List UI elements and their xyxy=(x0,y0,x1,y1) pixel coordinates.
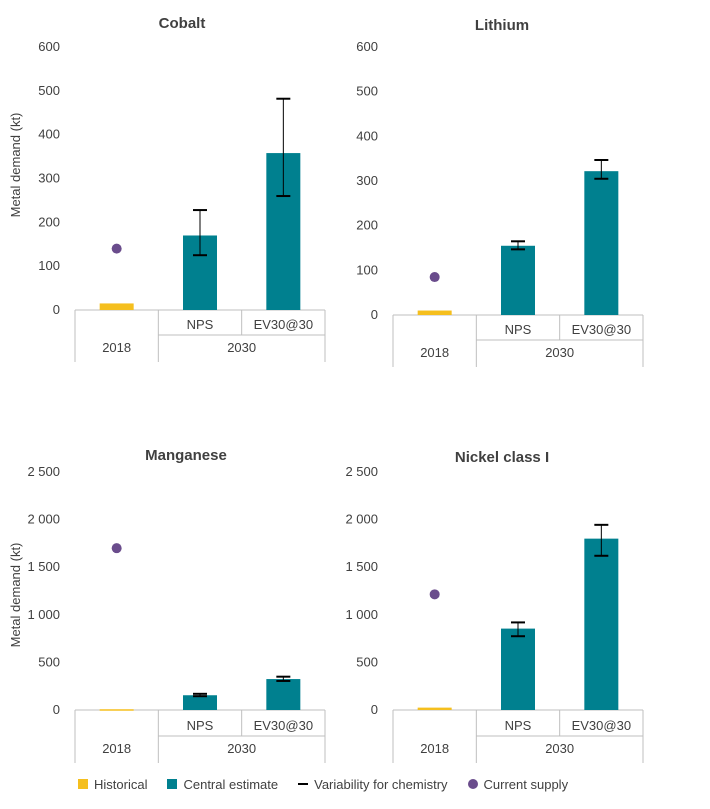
bar-lithium-ev3030 xyxy=(584,171,619,315)
category-label-cobalt: EV30@30 xyxy=(254,317,313,332)
group-label-lithium: 2018 xyxy=(420,345,449,360)
y-axis-label-cobalt: Metal demand (kt) xyxy=(8,113,23,218)
chart-title-lithium: Lithium xyxy=(475,17,529,34)
y-tick-label-manganese: 2 500 xyxy=(27,464,60,479)
category-label-lithium: EV30@30 xyxy=(572,322,631,337)
bar-nickel-class-i-2018 xyxy=(417,707,452,710)
category-label-manganese: NPS xyxy=(187,718,214,733)
category-label-lithium: NPS xyxy=(505,322,532,337)
bar-nickel-class-i-ev3030 xyxy=(584,538,619,710)
bar-manganese-2018 xyxy=(99,709,134,711)
y-tick-label-manganese: 2 000 xyxy=(27,512,60,527)
group-label-nickel-class-i: 2030 xyxy=(545,741,574,756)
legend-item-historical: Historical xyxy=(78,777,147,792)
legend-label-central: Central estimate xyxy=(183,776,279,792)
group-label-lithium: 2030 xyxy=(545,345,574,360)
legend-swatch-supply xyxy=(467,779,478,789)
current-supply-point-manganese xyxy=(111,543,122,554)
y-tick-label-lithium: 100 xyxy=(356,262,378,277)
y-tick-label-lithium: 400 xyxy=(356,128,378,143)
y-tick-label-nickel-class-i: 1 000 xyxy=(345,607,378,622)
y-tick-label-lithium: 600 xyxy=(356,39,378,54)
group-label-cobalt: 2030 xyxy=(227,340,256,355)
category-label-nickel-class-i: NPS xyxy=(505,718,532,733)
chart-title-nickel-class-i: Nickel class I xyxy=(455,449,549,466)
current-supply-point-cobalt xyxy=(111,243,122,254)
y-tick-label-nickel-class-i: 0 xyxy=(371,702,378,717)
charts-canvas: Cobalt Metal demand (kt) 0 100 200 300 400 500 6… xyxy=(8,15,644,763)
legend: Historical Central estimate Variability … xyxy=(78,774,588,794)
y-tick-label-nickel-class-i: 2 500 xyxy=(345,464,378,479)
y-tick-label-manganese: 0 xyxy=(53,702,60,717)
legend-label-variability: Variability for chemistry xyxy=(314,776,448,792)
y-tick-label-nickel-class-i: 500 xyxy=(356,654,378,669)
y-tick-label-manganese: 1 500 xyxy=(27,559,60,574)
category-label-manganese: EV30@30 xyxy=(254,718,313,733)
group-label-nickel-class-i: 2018 xyxy=(420,741,449,756)
y-tick-label-cobalt: 200 xyxy=(38,214,60,229)
legend-label-supply: Current supply xyxy=(483,776,569,792)
y-tick-label-nickel-class-i: 2 000 xyxy=(345,512,378,527)
y-tick-label-cobalt: 0 xyxy=(53,302,60,317)
legend-swatch-central xyxy=(167,779,178,789)
group-label-cobalt: 2018 xyxy=(102,340,131,355)
y-tick-label-nickel-class-i: 1 500 xyxy=(345,559,378,574)
y-tick-label-manganese: 500 xyxy=(38,654,60,669)
y-tick-label-cobalt: 300 xyxy=(38,171,60,186)
group-label-manganese: 2018 xyxy=(102,741,131,756)
current-supply-point-nickel-class-i xyxy=(429,589,440,600)
current-supply-point-lithium xyxy=(429,272,440,283)
legend-item-central: Central estimate xyxy=(167,777,278,792)
bar-lithium-nps xyxy=(501,245,535,315)
y-tick-label-cobalt: 500 xyxy=(38,83,60,98)
legend-item-supply: Current supply xyxy=(467,776,569,792)
y-tick-label-manganese: 1 000 xyxy=(27,607,60,622)
chart-title-manganese: Manganese xyxy=(145,447,227,464)
legend-swatch-variability xyxy=(298,783,309,785)
legend-label-historical: Historical xyxy=(94,776,148,792)
chart-title-cobalt: Cobalt xyxy=(159,15,206,32)
y-tick-label-cobalt: 600 xyxy=(38,39,60,54)
y-axis-label-manganese: Metal demand (kt) xyxy=(8,543,23,648)
bar-lithium-2018 xyxy=(417,310,452,315)
y-tick-label-cobalt: 400 xyxy=(38,127,60,142)
y-tick-label-lithium: 200 xyxy=(356,218,378,233)
category-label-nickel-class-i: EV30@30 xyxy=(572,718,631,733)
bar-cobalt-2018 xyxy=(99,303,134,310)
legend-item-variability: Variability for chemistry xyxy=(298,776,448,792)
y-tick-label-lithium: 300 xyxy=(356,173,378,188)
bar-manganese-nps xyxy=(183,695,217,710)
y-tick-label-cobalt: 100 xyxy=(38,258,60,273)
legend-swatch-historical xyxy=(78,779,88,789)
bar-manganese-ev3030 xyxy=(266,679,301,710)
category-label-cobalt: NPS xyxy=(187,317,214,332)
group-label-manganese: 2030 xyxy=(227,741,256,756)
bar-nickel-class-i-nps xyxy=(501,628,535,710)
y-tick-label-lithium: 0 xyxy=(371,307,378,322)
y-tick-label-lithium: 500 xyxy=(356,84,378,99)
